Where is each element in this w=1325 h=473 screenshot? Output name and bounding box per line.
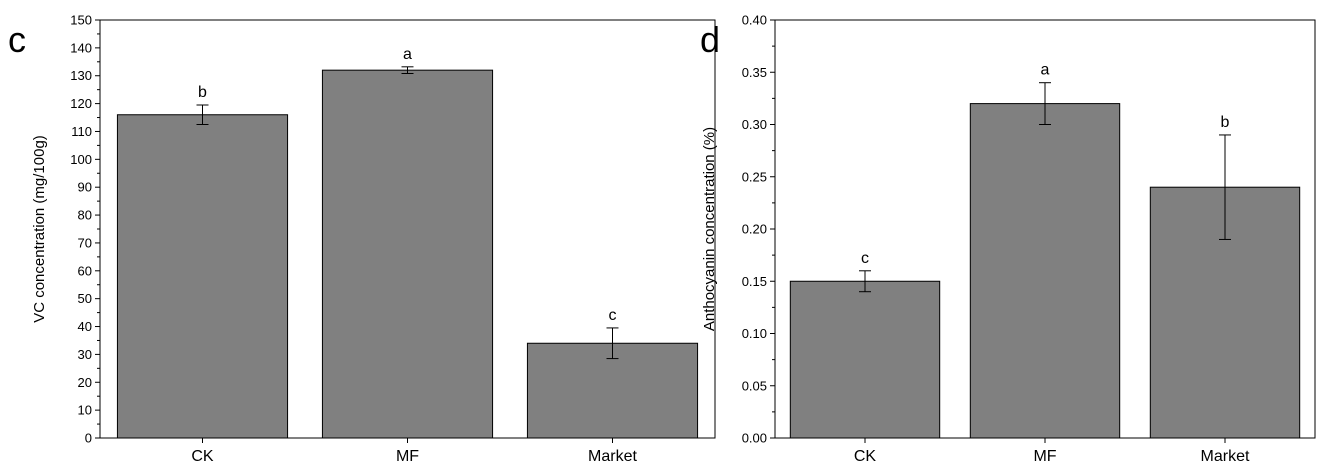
significance-letter: b [198,84,207,101]
y-axis-title: VC concentration (mg/100g) [31,135,48,323]
bar-mf [969,103,1121,439]
y-tick-label: 60 [78,263,92,278]
y-tick-label: 150 [70,13,92,28]
x-tick-label: CK [191,448,214,465]
y-tick-label: 0.30 [742,117,767,132]
y-tick-label: 70 [78,235,92,250]
x-tick-label: MF [1033,448,1056,465]
y-tick-label: 140 [70,40,92,55]
y-tick-label: 110 [71,124,92,139]
bar-ck [789,280,941,439]
bar-mf [321,69,494,439]
y-tick-label: 100 [70,152,92,167]
bar-market [1149,186,1301,439]
y-axis-title: Anthocyanin concentration (%) [701,127,718,331]
significance-letter: c [861,250,869,267]
significance-letter: a [1041,62,1050,79]
y-tick-label: 0.10 [742,326,767,341]
panel-letter: c [8,19,26,60]
plot-frame [99,19,716,439]
y-tick-label: 0.20 [742,222,767,237]
y-tick-label: 50 [78,291,92,306]
x-tick-label: MF [396,448,419,465]
chart-panel-d: d c CK a MF b Market 0.00 0.05 0.10 0.15 0.20 0.25 0.… [700,13,1316,465]
x-tick-label: Market [1201,448,1250,465]
y-tick-label: 10 [78,403,92,418]
x-tick-label: Market [588,448,637,465]
y-tick-label: 0 [85,431,92,446]
significance-letter: c [609,307,617,324]
panel-letter: d [700,19,720,60]
y-tick-label: 30 [78,347,92,362]
y-tick-label: 0.25 [742,169,767,184]
y-tick-label: 40 [78,319,92,334]
significance-letter: b [1221,114,1230,131]
y-tick-label: 0.05 [742,378,767,393]
y-tick-label: 0.40 [742,13,767,28]
y-tick-label: 20 [78,375,92,390]
y-tick-label: 120 [70,96,92,111]
bar-ck [116,114,289,439]
x-tick-label: CK [854,448,877,465]
y-tick-label: 0.15 [742,274,767,289]
y-tick-label: 90 [78,180,92,195]
y-tick-label: 130 [70,68,92,83]
chart-panel-c: c b CK a MF c Market 0 10 20 30 40 50 60 70 80 90 100 110 1… [8,13,716,465]
plot-frame [774,19,1316,439]
y-tick-label: 80 [78,208,92,223]
significance-letter: a [403,46,412,63]
y-tick-label: 0.00 [742,431,767,446]
y-tick-label: 0.35 [742,65,767,80]
